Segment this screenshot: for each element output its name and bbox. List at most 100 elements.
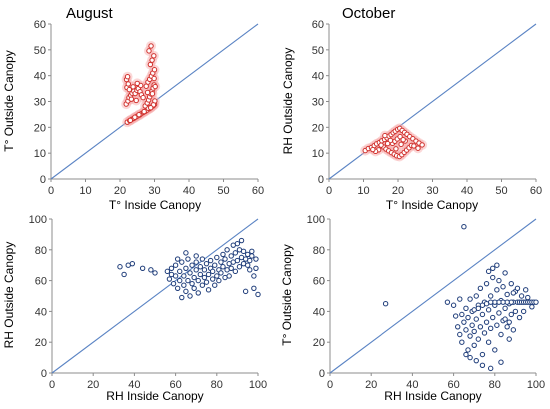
data-point <box>121 271 127 278</box>
data-point <box>174 285 181 291</box>
x-tick-label: 20 <box>87 379 99 391</box>
data-point <box>209 276 216 282</box>
data-point <box>224 247 230 253</box>
data-point <box>487 325 494 332</box>
y-tick-label: 40 <box>313 306 325 318</box>
data-point <box>140 94 146 101</box>
y-tick-label: 0 <box>318 174 324 186</box>
data-point <box>216 277 222 284</box>
x-tick-label: 0 <box>49 379 55 391</box>
data-point <box>143 83 149 89</box>
data-point <box>181 273 187 279</box>
y-tick-label: 0 <box>319 368 325 380</box>
data-point <box>168 265 175 271</box>
data-point <box>463 327 469 333</box>
data-point <box>485 339 492 345</box>
data-point <box>516 314 523 321</box>
y-tick-label: 20 <box>312 122 324 134</box>
data-point <box>457 296 463 302</box>
data-point <box>469 322 475 328</box>
data-point <box>251 273 257 279</box>
data-point <box>249 253 255 259</box>
y-tick-label: 100 <box>29 214 47 226</box>
data-point <box>136 111 142 118</box>
x-tick-label: 0 <box>48 185 54 197</box>
x-tick-label: 60 <box>252 185 264 197</box>
x-tick-label: 50 <box>217 185 229 197</box>
y-tick-label: 20 <box>34 122 46 134</box>
data-point <box>242 288 249 295</box>
x-tick-label: 40 <box>406 379 418 391</box>
data-point <box>465 347 471 353</box>
data-point <box>485 307 492 313</box>
x-axis-title: RH Inside Canopy <box>384 389 481 403</box>
data-point <box>201 274 208 281</box>
y-axis-title: RH Outside Canopy <box>281 48 295 155</box>
x-tick-label: 40 <box>128 379 140 391</box>
data-point <box>212 262 218 268</box>
data-point <box>520 308 527 315</box>
data-point <box>485 268 492 275</box>
data-point <box>125 81 131 87</box>
y-tick-label: 40 <box>312 71 324 83</box>
data-point <box>141 108 147 115</box>
panel-title: August <box>66 5 114 22</box>
data-point <box>473 316 479 322</box>
x-tick-label: 10 <box>357 185 369 197</box>
data-point <box>183 265 189 271</box>
data-point <box>220 251 226 258</box>
x-tick-label: 40 <box>183 185 195 197</box>
data-point <box>471 307 477 313</box>
data-point <box>502 316 508 322</box>
data-point <box>164 268 171 275</box>
data-point <box>124 74 131 80</box>
panel-august: August T° Inside Canopy T° Outside Canop… <box>2 5 264 212</box>
data-point <box>477 324 484 330</box>
x-tick-label: 20 <box>392 185 404 197</box>
data-point <box>187 293 193 299</box>
data-point <box>498 359 504 365</box>
data-point <box>130 84 136 90</box>
data-point <box>502 305 508 312</box>
data-point <box>218 259 224 265</box>
data-point <box>494 322 500 328</box>
data-point <box>496 310 502 316</box>
data-point <box>148 105 154 111</box>
data-point <box>529 304 535 310</box>
data-point <box>463 351 469 358</box>
data-point <box>483 319 490 325</box>
data-point <box>471 328 477 335</box>
x-tick-label: 30 <box>426 185 438 197</box>
data-point <box>191 274 197 281</box>
data-point <box>193 253 199 259</box>
y-axis-title: RH Outside Canopy <box>2 242 16 349</box>
x-tick-label: 100 <box>527 379 545 391</box>
data-point <box>498 331 504 338</box>
data-point <box>147 61 154 68</box>
data-point <box>411 143 417 149</box>
data-point <box>533 299 539 305</box>
data-point <box>126 86 133 93</box>
data-point <box>382 132 388 139</box>
data-point <box>195 290 201 296</box>
y-tick-label: 40 <box>34 71 46 83</box>
data-point <box>512 308 519 315</box>
data-point <box>185 256 191 262</box>
data-point <box>459 339 465 345</box>
data-point <box>461 319 467 325</box>
x-tick-label: 80 <box>211 379 223 391</box>
data-point <box>490 314 496 321</box>
data-point <box>508 311 514 318</box>
x-tick-label: 60 <box>530 185 542 197</box>
data-point <box>245 262 251 268</box>
data-point <box>463 305 469 312</box>
data-point <box>152 270 158 276</box>
x-tick-label: 60 <box>169 379 181 391</box>
data-point <box>133 97 139 104</box>
data-point <box>212 282 218 288</box>
data-point <box>247 267 253 273</box>
y-tick-label: 100 <box>307 214 325 226</box>
data-point <box>455 324 461 330</box>
data-point <box>251 285 257 291</box>
data-point <box>220 264 226 270</box>
